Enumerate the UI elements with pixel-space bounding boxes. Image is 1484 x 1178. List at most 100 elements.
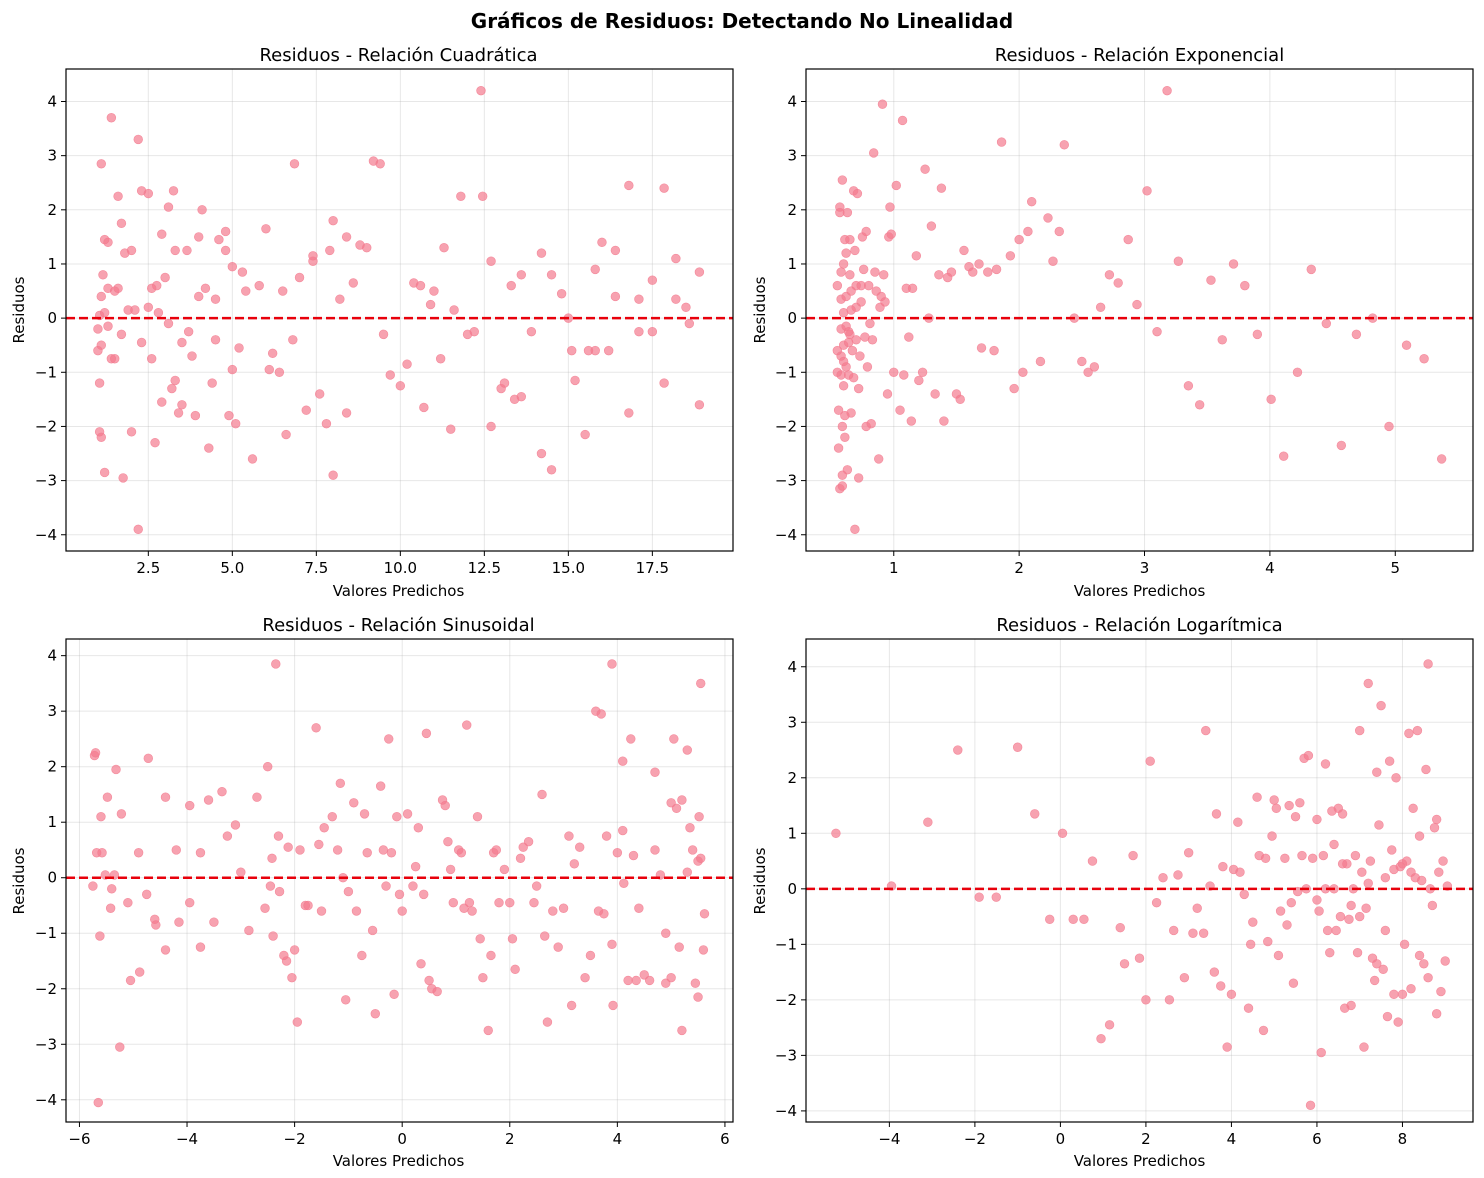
data-point [105,903,116,913]
data-point [439,243,449,253]
data-point [151,920,161,930]
data-point [666,972,676,983]
data-point [976,343,987,353]
y-tick-label: 2 [47,201,57,219]
data-point [110,354,120,364]
data-point [1416,875,1427,886]
data-point [580,429,590,440]
data-point [1269,795,1279,805]
data-point [499,864,510,875]
data-point [1252,792,1262,802]
x-tick-label: 4 [1265,559,1275,577]
x-tick-label: 2 [1014,559,1024,577]
data-point [1045,914,1055,925]
data-point [375,159,385,169]
data-point [1142,186,1152,196]
data-point [1280,853,1290,863]
data-point [1183,381,1194,391]
data-point [102,792,113,802]
data-point [529,898,539,908]
data-point [619,878,629,888]
x-tick-label: 1 [889,559,899,577]
y-tick-label: −4 [35,1091,57,1109]
data-point [254,280,264,291]
data-point [696,678,706,689]
x-tick-label: −6 [68,1130,90,1148]
data-point [1361,903,1371,913]
data-point [567,345,577,356]
data-point [1325,947,1335,958]
data-point [265,881,276,891]
data-point [386,848,397,858]
data-point [478,972,488,983]
data-point [516,270,527,280]
x-tick-label: 2.5 [136,559,160,577]
data-point [1363,678,1373,689]
data-point [607,939,617,950]
data-point [548,906,558,916]
data-point [650,767,660,777]
data-point [1057,828,1068,839]
data-point [416,959,426,969]
data-point [934,270,944,280]
y-tick-label: 4 [787,658,797,676]
data-point [989,345,999,356]
data-point [936,183,947,193]
data-point [895,405,905,415]
data-point [288,335,298,345]
data-point [955,394,965,405]
data-point [462,720,472,730]
data-point [596,709,606,719]
y-tick-label: −3 [35,1035,57,1053]
data-point [435,354,446,364]
data-point [671,294,681,304]
data-point [610,291,621,302]
data-point [217,786,227,797]
data-point [634,903,644,913]
data-point [1173,870,1183,880]
x-axis-label: Valores Predichos [333,582,465,600]
data-point [1431,814,1442,825]
data-point [1414,950,1425,961]
data-point [1273,950,1284,961]
data-point [367,925,378,936]
data-point [1359,1042,1369,1052]
data-point [263,761,273,772]
data-point [1322,925,1333,936]
y-tick-label: 2 [47,758,57,776]
data-point [1077,356,1087,367]
data-point [1258,1025,1269,1036]
data-point [1378,964,1388,975]
data-point [1412,725,1423,736]
data-point [634,326,644,337]
data-point [319,823,329,833]
data-point [585,950,596,961]
data-point [1397,859,1408,869]
data-point [917,367,928,377]
x-tick-label: 6 [1312,1130,1322,1148]
data-point [558,903,569,913]
data-point [499,378,510,388]
data-point [848,372,859,383]
data-point [690,978,701,988]
data-point [1374,820,1384,830]
data-point [378,329,389,340]
data-point [1346,900,1356,911]
data-point [278,286,288,296]
data-point [111,764,121,775]
data-point [448,898,458,908]
data-point [1048,256,1058,266]
data-point [1354,911,1365,922]
y-tick-label: 3 [787,713,797,731]
data-point [862,362,873,372]
data-point [861,226,871,237]
data-point [421,728,432,739]
data-point [1351,329,1362,340]
data-point [190,410,201,421]
data-point [694,811,704,822]
y-tick-label: 4 [47,92,57,110]
x-tick-label: 2 [505,1130,515,1148]
data-point [133,848,144,858]
data-point [959,245,969,256]
data-point [687,845,698,855]
